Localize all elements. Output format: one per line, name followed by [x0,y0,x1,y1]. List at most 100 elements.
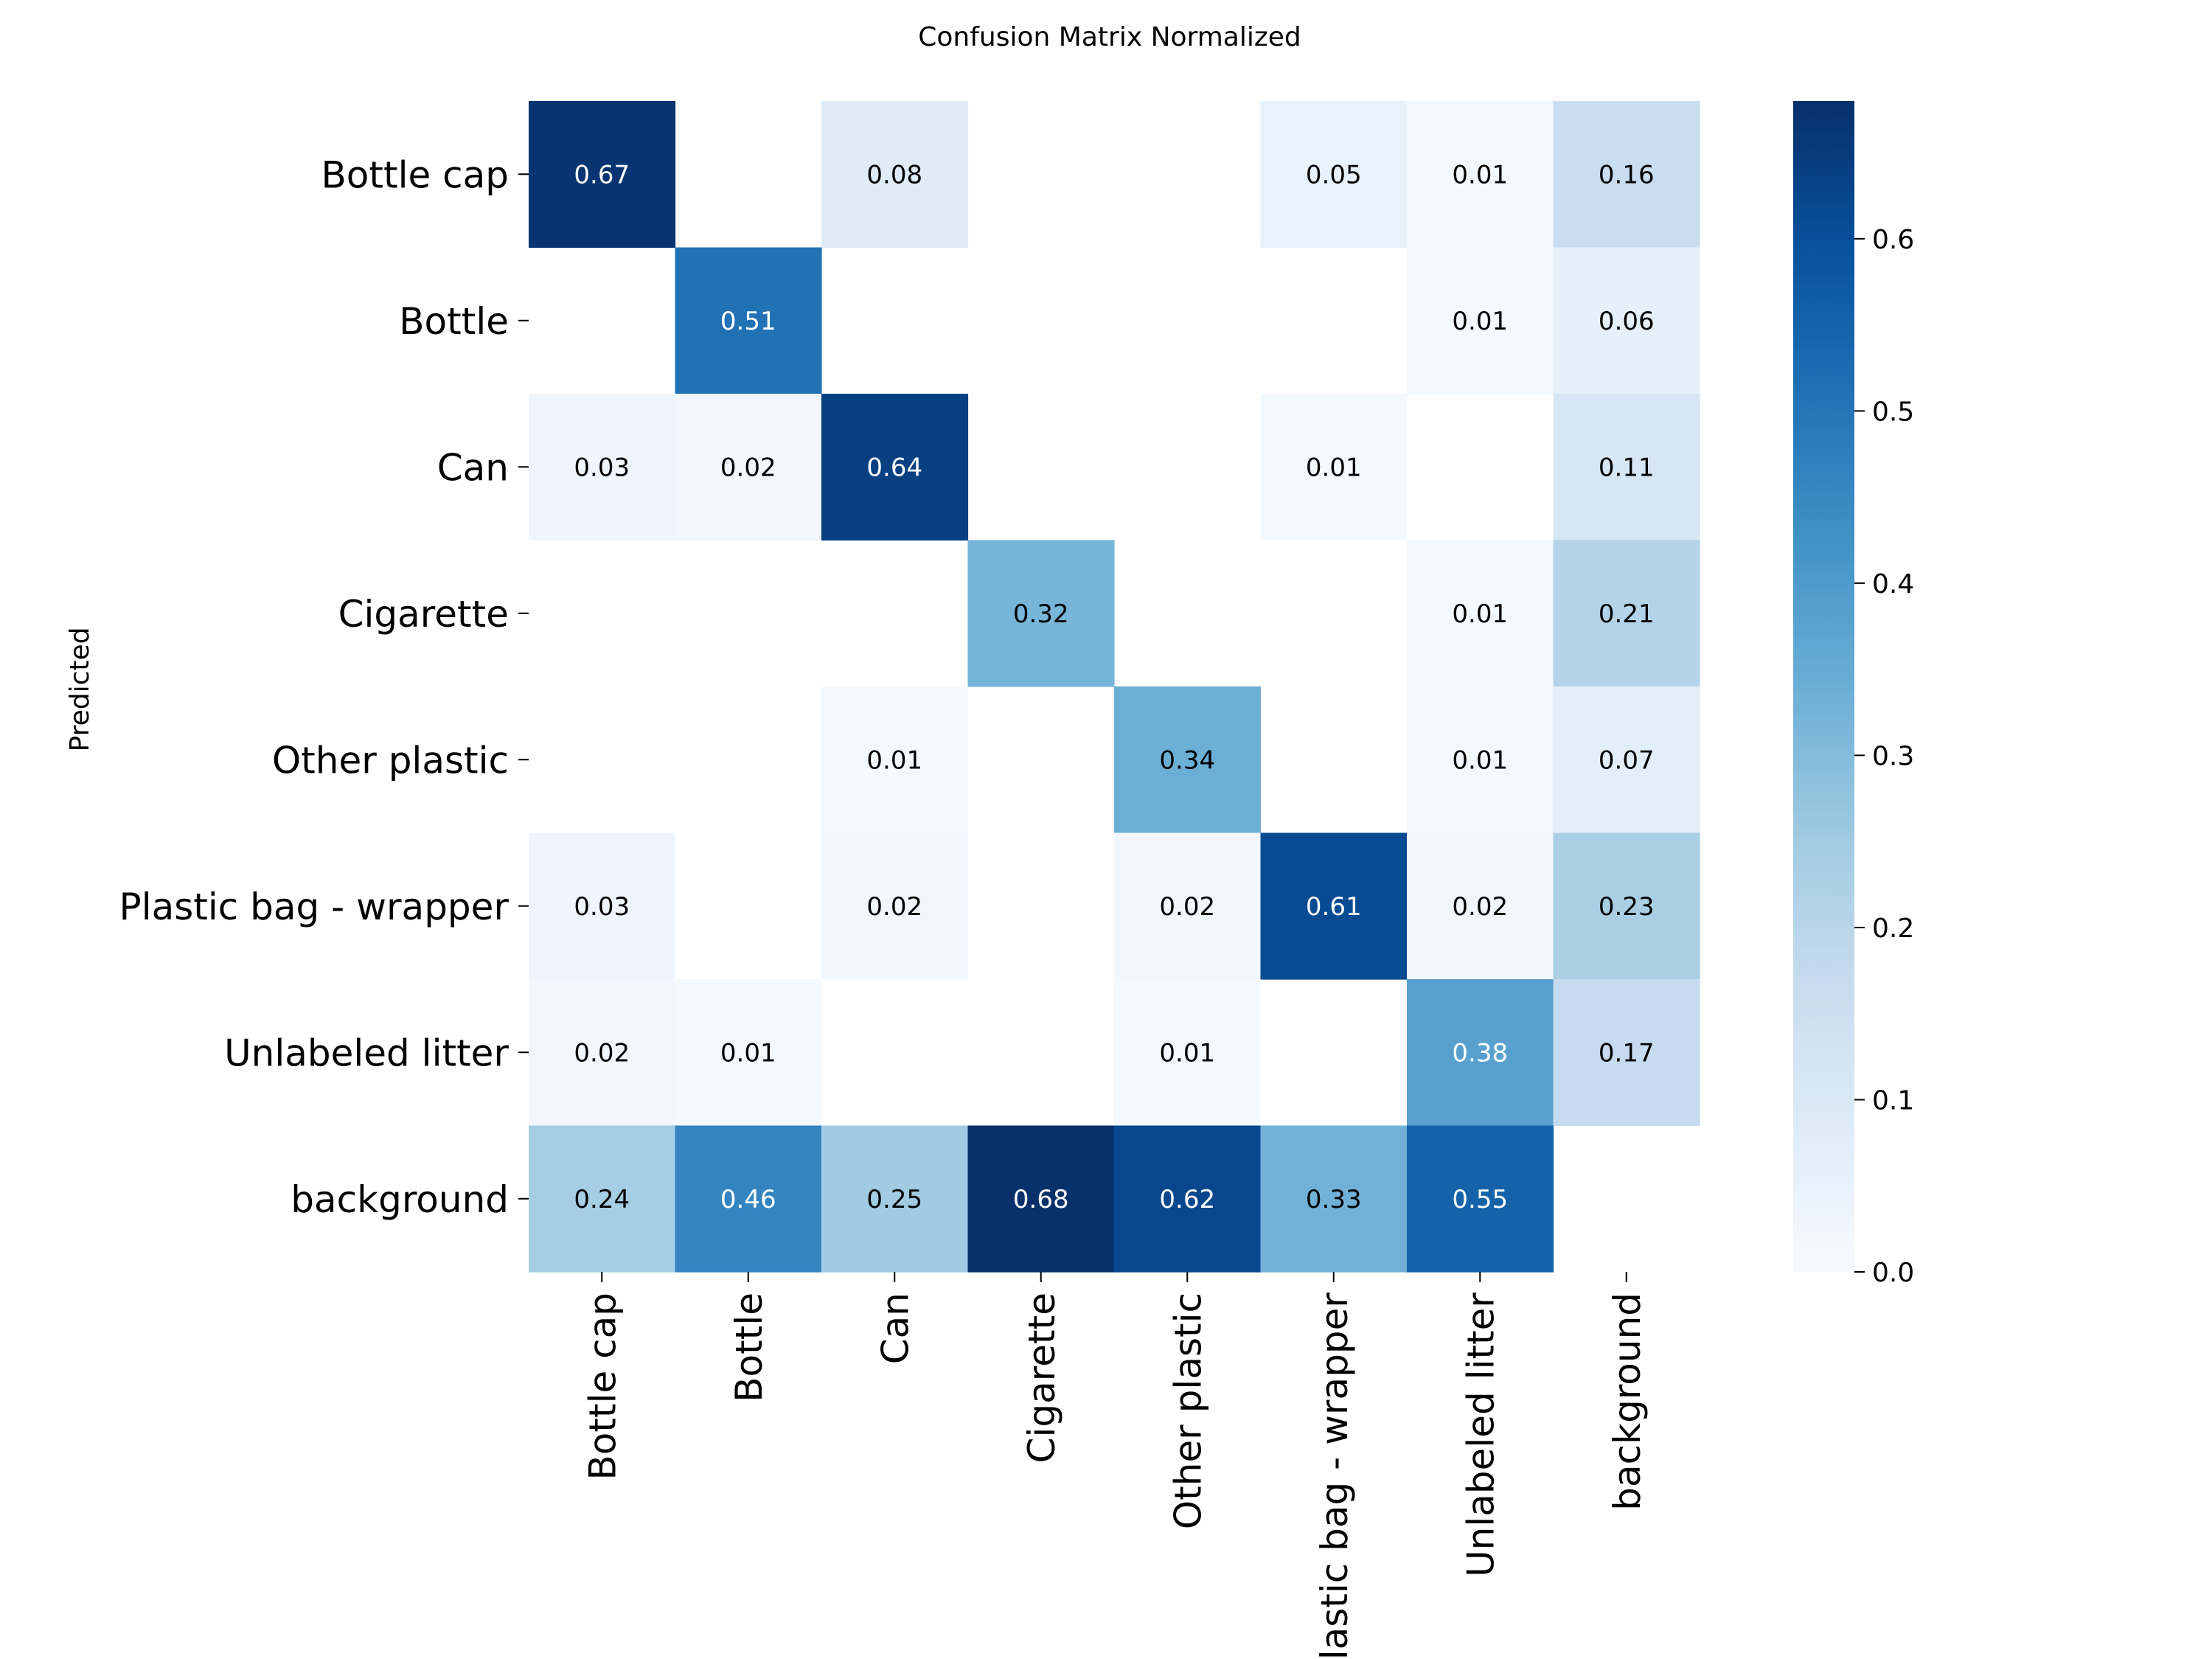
row-label: Unlabeled litter [224,1032,509,1074]
cell-value-label: 0.08 [866,160,922,189]
cell-value-label: 0.38 [1452,1038,1508,1068]
cell-value-label: 0.25 [866,1185,922,1214]
column-label: Cigarette [1020,1293,1063,1463]
heatmap-cell [675,247,822,394]
column-label: Bottle cap [581,1293,624,1481]
cell-value-label: 0.02 [1159,892,1215,922]
cell-value-label: 0.46 [720,1185,776,1214]
column-label: Plastic bag - wrapper [1313,1293,1356,1659]
heatmap-cell [1553,394,1700,541]
heatmap-cell [1553,101,1700,248]
cell-value-label: 0.03 [574,453,630,482]
colorbar-tick-label: 0.5 [1872,397,1914,427]
column-label: Bottle [728,1293,771,1402]
heatmap-cell [1553,832,1700,980]
colorbar: 0.0 0.1 0.2 0.3 0.4 0.5 0.6 [1793,101,1914,1288]
cell-value-label: 0.01 [1159,1038,1215,1068]
cell-value-label: 0.01 [1452,599,1508,629]
cell-value-label: 0.01 [866,745,922,775]
heatmap-cell [1553,247,1700,394]
colorbar-tick-label: 0.2 [1872,914,1914,944]
cell-value-label: 0.17 [1599,1038,1655,1068]
cell-value-label: 0.02 [574,1038,630,1068]
heatmap-cell [1407,832,1554,980]
heatmap-cell [1553,686,1700,834]
heatmap-cell [1260,394,1408,541]
heatmap-cell [675,394,822,541]
cell-value-label: 0.03 [574,892,630,922]
row-label: Bottle cap [321,153,509,196]
heatmap-cell [1407,540,1554,687]
cell-value-label: 0.32 [1013,599,1069,629]
heatmap-cell [1407,247,1554,394]
cell-value-label: 0.55 [1452,1185,1508,1214]
cell-value-label: 0.51 [720,307,776,336]
row-labels: Bottle cap Bottle Can Cigarette Other plasti… [119,153,529,1221]
row-label: Other plastic [272,739,509,782]
column-labels: Bottle cap Bottle Can Cigarette Other plasti… [581,1272,1649,1659]
cell-value-label: 0.68 [1013,1185,1069,1214]
cell-value-label: 0.06 [1599,307,1655,336]
row-label: Cigarette [338,593,509,636]
colorbar-tick-label: 0.3 [1872,741,1914,771]
cell-value-label: 0.21 [1599,599,1655,629]
cell-value-label: 0.05 [1306,160,1362,189]
row-label: Bottle [399,300,509,343]
heatmap-cell [529,832,676,980]
heatmap-cell [675,979,822,1127]
y-axis-label: Predicted [65,627,95,752]
heatmap-cell [529,394,676,541]
heatmap-cell [1260,101,1408,248]
cell-value-label: 0.07 [1599,745,1655,775]
column-label: Can [874,1293,917,1364]
heatmap-cell [821,1125,969,1273]
colorbar-tick-label: 0.6 [1872,225,1914,255]
row-label: Plastic bag - wrapper [119,886,509,928]
heatmap-cell [1407,686,1554,834]
row-label: Can [437,446,509,489]
cell-value-label: 0.62 [1159,1185,1215,1214]
colorbar-tick-label: 0.4 [1872,569,1914,599]
cell-value-label: 0.23 [1599,892,1655,922]
colorbar-tick-label: 0.1 [1872,1085,1914,1116]
heatmap-cells: 0.67 0.08 0.05 0.01 0.16 0.51 0.01 0.06 0.03 0.02… [529,101,1700,1273]
heatmap-cell [1407,1125,1554,1273]
cell-value-label: 0.02 [720,453,776,482]
heatmap-cell [1114,832,1262,980]
heatmap-cell [821,394,969,541]
heatmap-cell [821,686,969,834]
cell-value-label: 0.02 [866,892,922,922]
cell-value-label: 0.01 [1452,160,1508,189]
heatmap-cell [1114,1125,1262,1273]
column-label: Other plastic [1166,1293,1209,1529]
heatmap-cell [1407,979,1554,1127]
heatmap-cell [967,1125,1115,1273]
column-label: background [1606,1293,1649,1511]
row-label: background [291,1178,509,1221]
heatmap-cell [675,1125,822,1273]
cell-value-label: 0.01 [720,1038,776,1068]
heatmap-cell [1553,540,1700,687]
cell-value-label: 0.01 [1452,307,1508,336]
heatmap-cell [821,832,969,980]
column-label: Unlabeled litter [1459,1293,1502,1577]
cell-value-label: 0.24 [574,1185,630,1214]
cell-value-label: 0.33 [1306,1185,1362,1214]
heatmap-cell [1114,686,1262,834]
heatmap-cell [1114,979,1262,1127]
cell-value-label: 0.02 [1452,892,1508,922]
heatmap-cell [529,1125,676,1273]
cell-value-label: 0.34 [1159,745,1215,775]
heatmap-cell [1260,832,1408,980]
cell-value-label: 0.11 [1599,453,1655,482]
cell-value-label: 0.64 [866,453,922,482]
chart-title: Confusion Matrix Normalized [918,22,1301,52]
cell-value-label: 0.01 [1306,453,1362,482]
cell-value-label: 0.01 [1452,745,1508,775]
heatmap-cell [1407,101,1554,248]
cell-value-label: 0.16 [1599,160,1655,189]
heatmap-cell [821,101,969,248]
heatmap-cell [1553,979,1700,1127]
heatmap-cell [967,540,1115,687]
